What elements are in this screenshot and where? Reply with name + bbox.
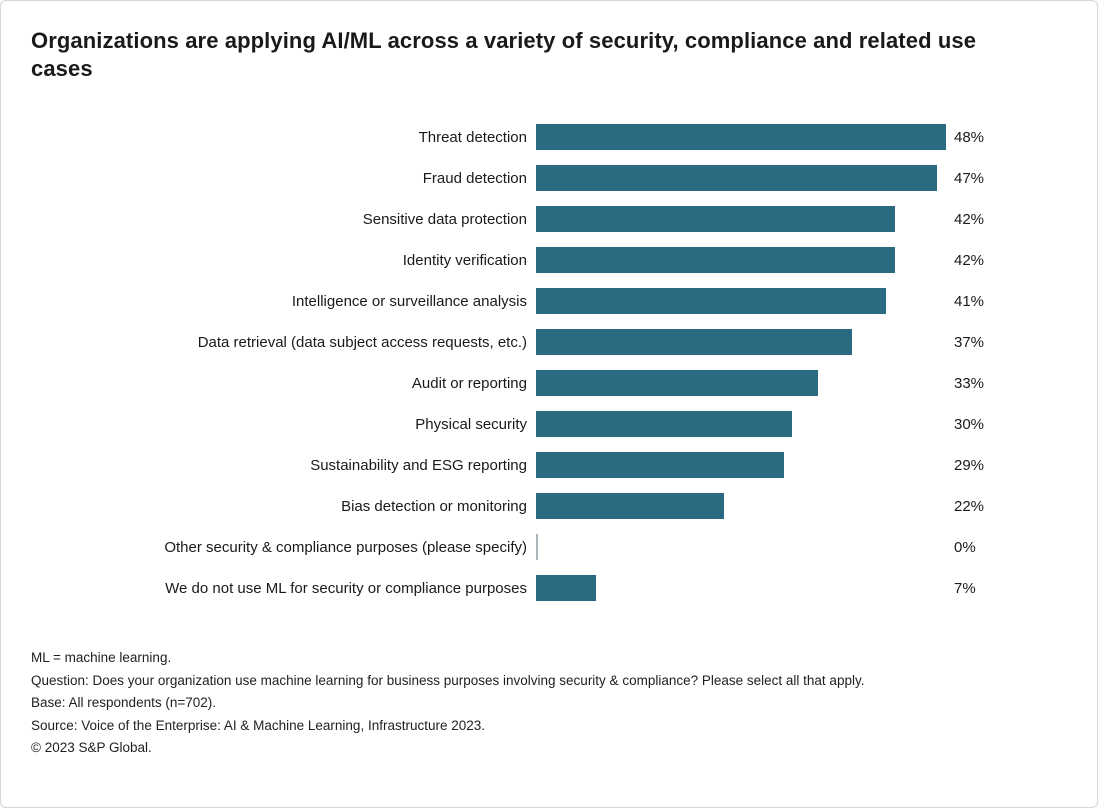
bar bbox=[536, 534, 538, 561]
bar-row: Other security & compliance purposes (pl… bbox=[31, 527, 1069, 568]
bar bbox=[536, 247, 895, 274]
value-label: 29% bbox=[954, 456, 985, 474]
category-label: Physical security bbox=[415, 415, 527, 433]
category-label: Bias detection or monitoring bbox=[341, 497, 527, 515]
value-label: 37% bbox=[954, 333, 985, 351]
footnote: Base: All respondents (n=702). bbox=[31, 695, 216, 711]
chart-title: Organizations are applying AI/ML across … bbox=[31, 28, 977, 81]
value-label: 41% bbox=[954, 292, 985, 310]
bar-row: Threat detection 48% bbox=[31, 117, 1069, 158]
footnotes: ML = machine learning. Question: Does you… bbox=[31, 649, 1067, 758]
category-label: Fraud detection bbox=[422, 169, 527, 187]
bar-row: Identity verification 42% bbox=[31, 240, 1069, 281]
bar bbox=[536, 493, 724, 520]
value-label: 0% bbox=[954, 538, 976, 556]
category-label: Data retrieval (data subject access requ… bbox=[197, 333, 527, 351]
category-label: Sensitive data protection bbox=[362, 210, 527, 228]
bar-row: Intelligence or surveillance analysis 41% bbox=[31, 281, 1069, 322]
footnote: Source: Voice of the Enterprise: AI & Ma… bbox=[31, 717, 486, 733]
bar-row: Audit or reporting 33% bbox=[31, 363, 1069, 404]
footnote: © 2023 S&P Global. bbox=[31, 740, 152, 756]
category-label: Other security & compliance purposes (pl… bbox=[164, 538, 527, 556]
value-label: 7% bbox=[954, 579, 976, 597]
bar bbox=[536, 124, 946, 151]
bar bbox=[536, 329, 853, 356]
bar-row: Sustainability and ESG reporting 29% bbox=[31, 445, 1069, 486]
category-label: Identity verification bbox=[402, 251, 527, 269]
value-label: 30% bbox=[954, 415, 985, 433]
value-label: 22% bbox=[954, 497, 985, 515]
category-label: Threat detection bbox=[418, 128, 527, 146]
bar bbox=[536, 452, 784, 479]
footnote: ML = machine learning. bbox=[31, 649, 172, 665]
bar bbox=[536, 206, 895, 233]
value-label: 48% bbox=[954, 128, 985, 146]
footnote: Question: Does your organization use mac… bbox=[31, 672, 865, 688]
value-label: 42% bbox=[954, 251, 985, 269]
bar-row: Fraud detection 47% bbox=[31, 158, 1069, 199]
bar bbox=[536, 165, 938, 192]
bar-row: Bias detection or monitoring 22% bbox=[31, 486, 1069, 527]
bar bbox=[536, 370, 818, 397]
bar-row: Data retrieval (data subject access requ… bbox=[31, 322, 1069, 363]
bar bbox=[536, 288, 887, 315]
bar-row: Physical security 30% bbox=[31, 404, 1069, 445]
category-label: Sustainability and ESG reporting bbox=[310, 456, 527, 474]
category-label: Audit or reporting bbox=[411, 374, 527, 392]
category-label: Intelligence or surveillance analysis bbox=[291, 292, 527, 310]
bar bbox=[536, 575, 596, 602]
bar-chart: Threat detection 48% Fraud detection 47% Sen… bbox=[31, 117, 1069, 609]
value-label: 47% bbox=[954, 169, 985, 187]
bar-row: We do not use ML for security or complia… bbox=[31, 568, 1069, 609]
value-label: 33% bbox=[954, 374, 985, 392]
value-label: 42% bbox=[954, 210, 985, 228]
category-label: We do not use ML for security or complia… bbox=[165, 579, 527, 597]
bar bbox=[536, 411, 793, 438]
bar-row: Sensitive data protection 42% bbox=[31, 199, 1069, 240]
